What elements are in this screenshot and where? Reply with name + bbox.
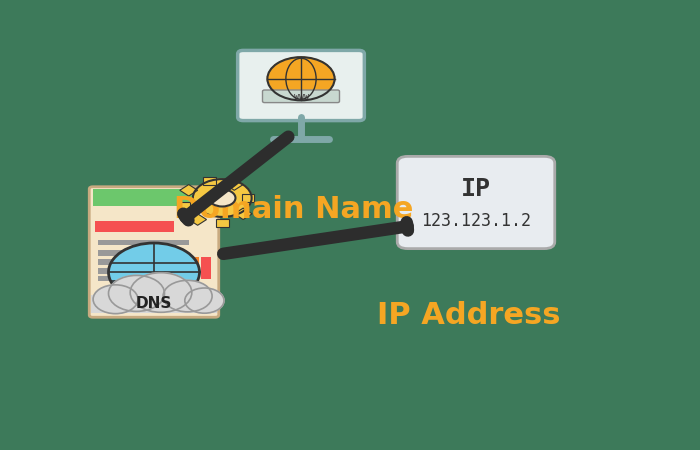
Circle shape <box>185 288 224 313</box>
Bar <box>92 189 216 206</box>
Bar <box>225 179 243 190</box>
Text: Domain Name: Domain Name <box>174 195 414 224</box>
Circle shape <box>130 273 192 312</box>
FancyBboxPatch shape <box>237 50 364 121</box>
Bar <box>98 276 179 281</box>
Circle shape <box>93 285 138 314</box>
Bar <box>98 250 169 256</box>
FancyBboxPatch shape <box>398 157 554 248</box>
Text: IP: IP <box>461 177 491 201</box>
Bar <box>98 268 165 274</box>
Circle shape <box>108 275 164 311</box>
Bar <box>216 219 228 227</box>
Bar <box>98 240 189 245</box>
Bar <box>98 259 189 265</box>
Circle shape <box>267 57 335 100</box>
Bar <box>234 208 252 220</box>
Text: www: www <box>293 92 309 101</box>
FancyBboxPatch shape <box>262 90 340 103</box>
Circle shape <box>108 243 200 302</box>
Bar <box>189 214 206 225</box>
FancyBboxPatch shape <box>90 187 218 317</box>
Bar <box>180 184 197 196</box>
Bar <box>189 256 199 286</box>
Bar <box>177 256 187 297</box>
Bar <box>91 295 217 313</box>
Circle shape <box>209 189 235 207</box>
Text: DNS: DNS <box>136 296 172 311</box>
Bar <box>242 194 255 202</box>
Circle shape <box>193 179 252 217</box>
Text: IP Address: IP Address <box>377 301 561 329</box>
Bar <box>95 220 174 232</box>
Bar <box>201 256 211 279</box>
Bar <box>203 177 216 185</box>
Bar <box>177 202 190 210</box>
Text: 123.123.1.2: 123.123.1.2 <box>421 212 531 230</box>
Circle shape <box>163 280 212 312</box>
